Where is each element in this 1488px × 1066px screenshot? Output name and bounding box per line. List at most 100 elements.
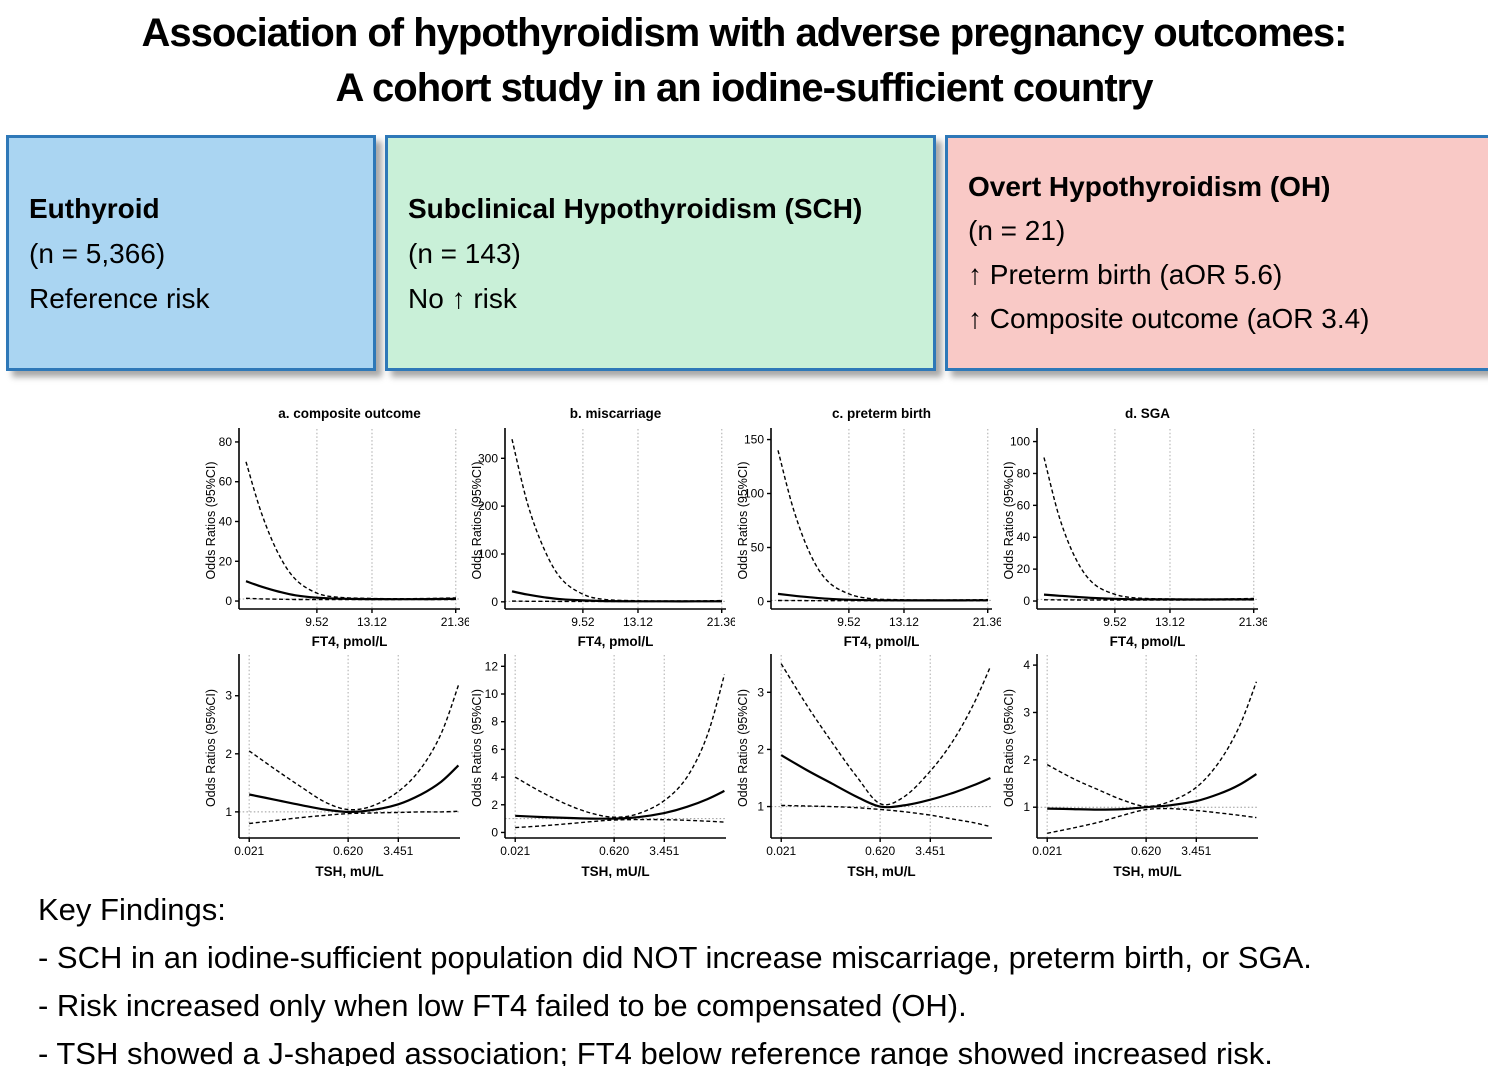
y-tick-label: 4 bbox=[491, 770, 498, 784]
x-tick-label: 21.36 bbox=[973, 615, 1001, 629]
y-tick-label: 300 bbox=[478, 451, 498, 465]
x-tick-label: 9.52 bbox=[571, 615, 595, 629]
y-tick-label: 20 bbox=[219, 554, 233, 568]
title-line-2: A cohort study in an iodine-sufficient c… bbox=[335, 66, 1154, 110]
oh-box-preterm: ↑ Preterm birth (aOR 5.6) bbox=[968, 259, 1283, 290]
chart-title: d. SGA bbox=[1125, 406, 1170, 421]
y-tick-label: 12 bbox=[485, 659, 499, 673]
series-lower-95ci bbox=[781, 804, 991, 828]
series-upper-95ci bbox=[1043, 457, 1255, 600]
x-axis-label: TSH, mU/L bbox=[315, 864, 383, 878]
y-tick-label: 40 bbox=[1017, 530, 1031, 544]
y-tick-label: 50 bbox=[751, 540, 765, 554]
series-lower-95ci bbox=[245, 597, 456, 601]
x-tick-label: 0.620 bbox=[333, 844, 363, 858]
series-upper-95ci bbox=[245, 461, 457, 600]
chart-title: b. miscarriage bbox=[570, 406, 662, 421]
series-lower-95ci bbox=[515, 818, 725, 829]
x-tick-label: 9.52 bbox=[305, 615, 329, 629]
y-axis-label: Odds Ratios (95%CI) bbox=[736, 461, 750, 579]
y-tick-label: 150 bbox=[744, 433, 764, 447]
x-axis-label: FT4, pmol/L bbox=[312, 634, 388, 649]
y-tick-label: 60 bbox=[219, 475, 233, 489]
x-tick-label: 13.12 bbox=[1155, 615, 1185, 629]
oh-box-heading: Overt Hypothyroidism (OH) bbox=[968, 171, 1331, 202]
x-tick-label: 3.451 bbox=[915, 844, 945, 858]
chart-ft4-miscarriage: 0 100 200 300 9.52 13.12 21.36 b. miscarriage FT… bbox=[470, 406, 735, 649]
key-findings: Key Findings: - SCH in an iodine-suffici… bbox=[38, 886, 1312, 1066]
series-odds-ratio bbox=[245, 580, 457, 601]
y-tick-label: 100 bbox=[1010, 435, 1030, 449]
y-tick-label: 1 bbox=[757, 800, 764, 814]
oh-box-n: (n = 21) bbox=[968, 215, 1066, 246]
y-tick-label: 1 bbox=[225, 805, 232, 819]
x-tick-label: 0.021 bbox=[500, 844, 530, 858]
key-findings-heading: Key Findings: bbox=[38, 892, 226, 927]
y-tick-label: 0 bbox=[491, 825, 498, 839]
x-tick-label: 13.12 bbox=[889, 615, 919, 629]
x-axis-label: TSH, mU/L bbox=[581, 864, 649, 878]
chart-ft4-composite-outcome: 0 20 40 60 80 9.52 13.12 21.36 a. composite outc… bbox=[204, 406, 469, 649]
euthyroid-box: Euthyroid (n = 5,366) Reference risk bbox=[6, 135, 376, 371]
title-line-1: Association of hypothyroidism with adver… bbox=[141, 11, 1348, 55]
y-tick-label: 20 bbox=[1017, 562, 1031, 576]
page-title: Association of hypothyroidism with adver… bbox=[0, 6, 1488, 116]
series-odds-ratio bbox=[248, 764, 460, 814]
y-tick-label: 60 bbox=[1017, 498, 1031, 512]
y-axis-label: Odds Ratios (95%CI) bbox=[736, 689, 750, 807]
y-axis-label: Odds Ratios (95%CI) bbox=[470, 461, 484, 579]
y-tick-label: 8 bbox=[491, 715, 498, 729]
x-tick-label: 0.620 bbox=[1131, 844, 1161, 858]
y-tick-label: 200 bbox=[478, 499, 498, 513]
y-tick-label: 3 bbox=[1023, 705, 1030, 719]
euthyroid-box-n: (n = 5,366) bbox=[29, 237, 166, 269]
x-tick-label: 13.12 bbox=[357, 615, 387, 629]
x-tick-label: 13.12 bbox=[623, 615, 653, 629]
chart-title: c. preterm birth bbox=[832, 406, 931, 421]
oh-box: Overt Hypothyroidism (OH) (n = 21) ↑ Pre… bbox=[945, 135, 1488, 371]
sch-box-heading: Subclinical Hypothyroidism (SCH) bbox=[408, 192, 863, 224]
x-tick-label: 0.021 bbox=[234, 844, 264, 858]
key-findings-bullet-3: - TSH showed a J-shaped association; FT4… bbox=[38, 1036, 1273, 1066]
series-upper-95ci bbox=[1046, 681, 1258, 808]
y-tick-label: 0 bbox=[225, 594, 232, 608]
y-tick-label: 3 bbox=[757, 685, 764, 699]
x-axis-label: FT4, pmol/L bbox=[844, 634, 920, 649]
y-tick-label: 0 bbox=[491, 595, 498, 609]
x-tick-label: 21.36 bbox=[441, 615, 469, 629]
x-tick-label: 9.52 bbox=[837, 615, 861, 629]
series-upper-95ci bbox=[514, 674, 726, 818]
y-tick-label: 6 bbox=[491, 742, 498, 756]
sch-box: Subclinical Hypothyroidism (SCH) (n = 14… bbox=[385, 135, 936, 371]
y-tick-label: 100 bbox=[478, 547, 498, 561]
series-odds-ratio bbox=[511, 590, 722, 603]
chart-title: a. composite outcome bbox=[278, 406, 421, 421]
series-upper-95ci bbox=[777, 450, 989, 601]
x-axis-label: TSH, mU/L bbox=[1113, 864, 1181, 878]
y-axis-label: Odds Ratios (95%CI) bbox=[1002, 461, 1016, 579]
series-upper-95ci bbox=[248, 685, 460, 811]
y-tick-label: 2 bbox=[491, 798, 498, 812]
chart-ft4-sga: 0 20 40 60 80 100 9.52 13.12 21.36 d. SGA FT4, pmo… bbox=[1002, 406, 1267, 649]
y-axis-label: Odds Ratios (95%CI) bbox=[204, 689, 218, 807]
y-axis-label: Odds Ratios (95%CI) bbox=[204, 461, 218, 579]
series-lower-95ci bbox=[249, 810, 459, 825]
x-tick-label: 0.620 bbox=[865, 844, 895, 858]
x-tick-label: 3.451 bbox=[1181, 844, 1211, 858]
y-axis-label: Odds Ratios (95%CI) bbox=[470, 689, 484, 807]
x-axis-label: FT4, pmol/L bbox=[1110, 634, 1186, 649]
euthyroid-box-risk: Reference risk bbox=[29, 282, 210, 314]
y-tick-label: 2 bbox=[757, 742, 764, 756]
series-odds-ratio bbox=[515, 789, 725, 820]
series-odds-ratio bbox=[780, 754, 991, 809]
series-odds-ratio bbox=[1043, 593, 1254, 601]
series-upper-95ci bbox=[511, 439, 723, 602]
series-lower-95ci bbox=[1047, 807, 1257, 834]
x-axis-label: TSH, mU/L bbox=[847, 864, 915, 878]
x-tick-label: 21.36 bbox=[707, 615, 735, 629]
summary-boxes: Euthyroid (n = 5,366) Reference risk Sub… bbox=[6, 135, 1488, 371]
y-tick-label: 1 bbox=[1023, 800, 1030, 814]
x-tick-label: 3.451 bbox=[383, 844, 413, 858]
